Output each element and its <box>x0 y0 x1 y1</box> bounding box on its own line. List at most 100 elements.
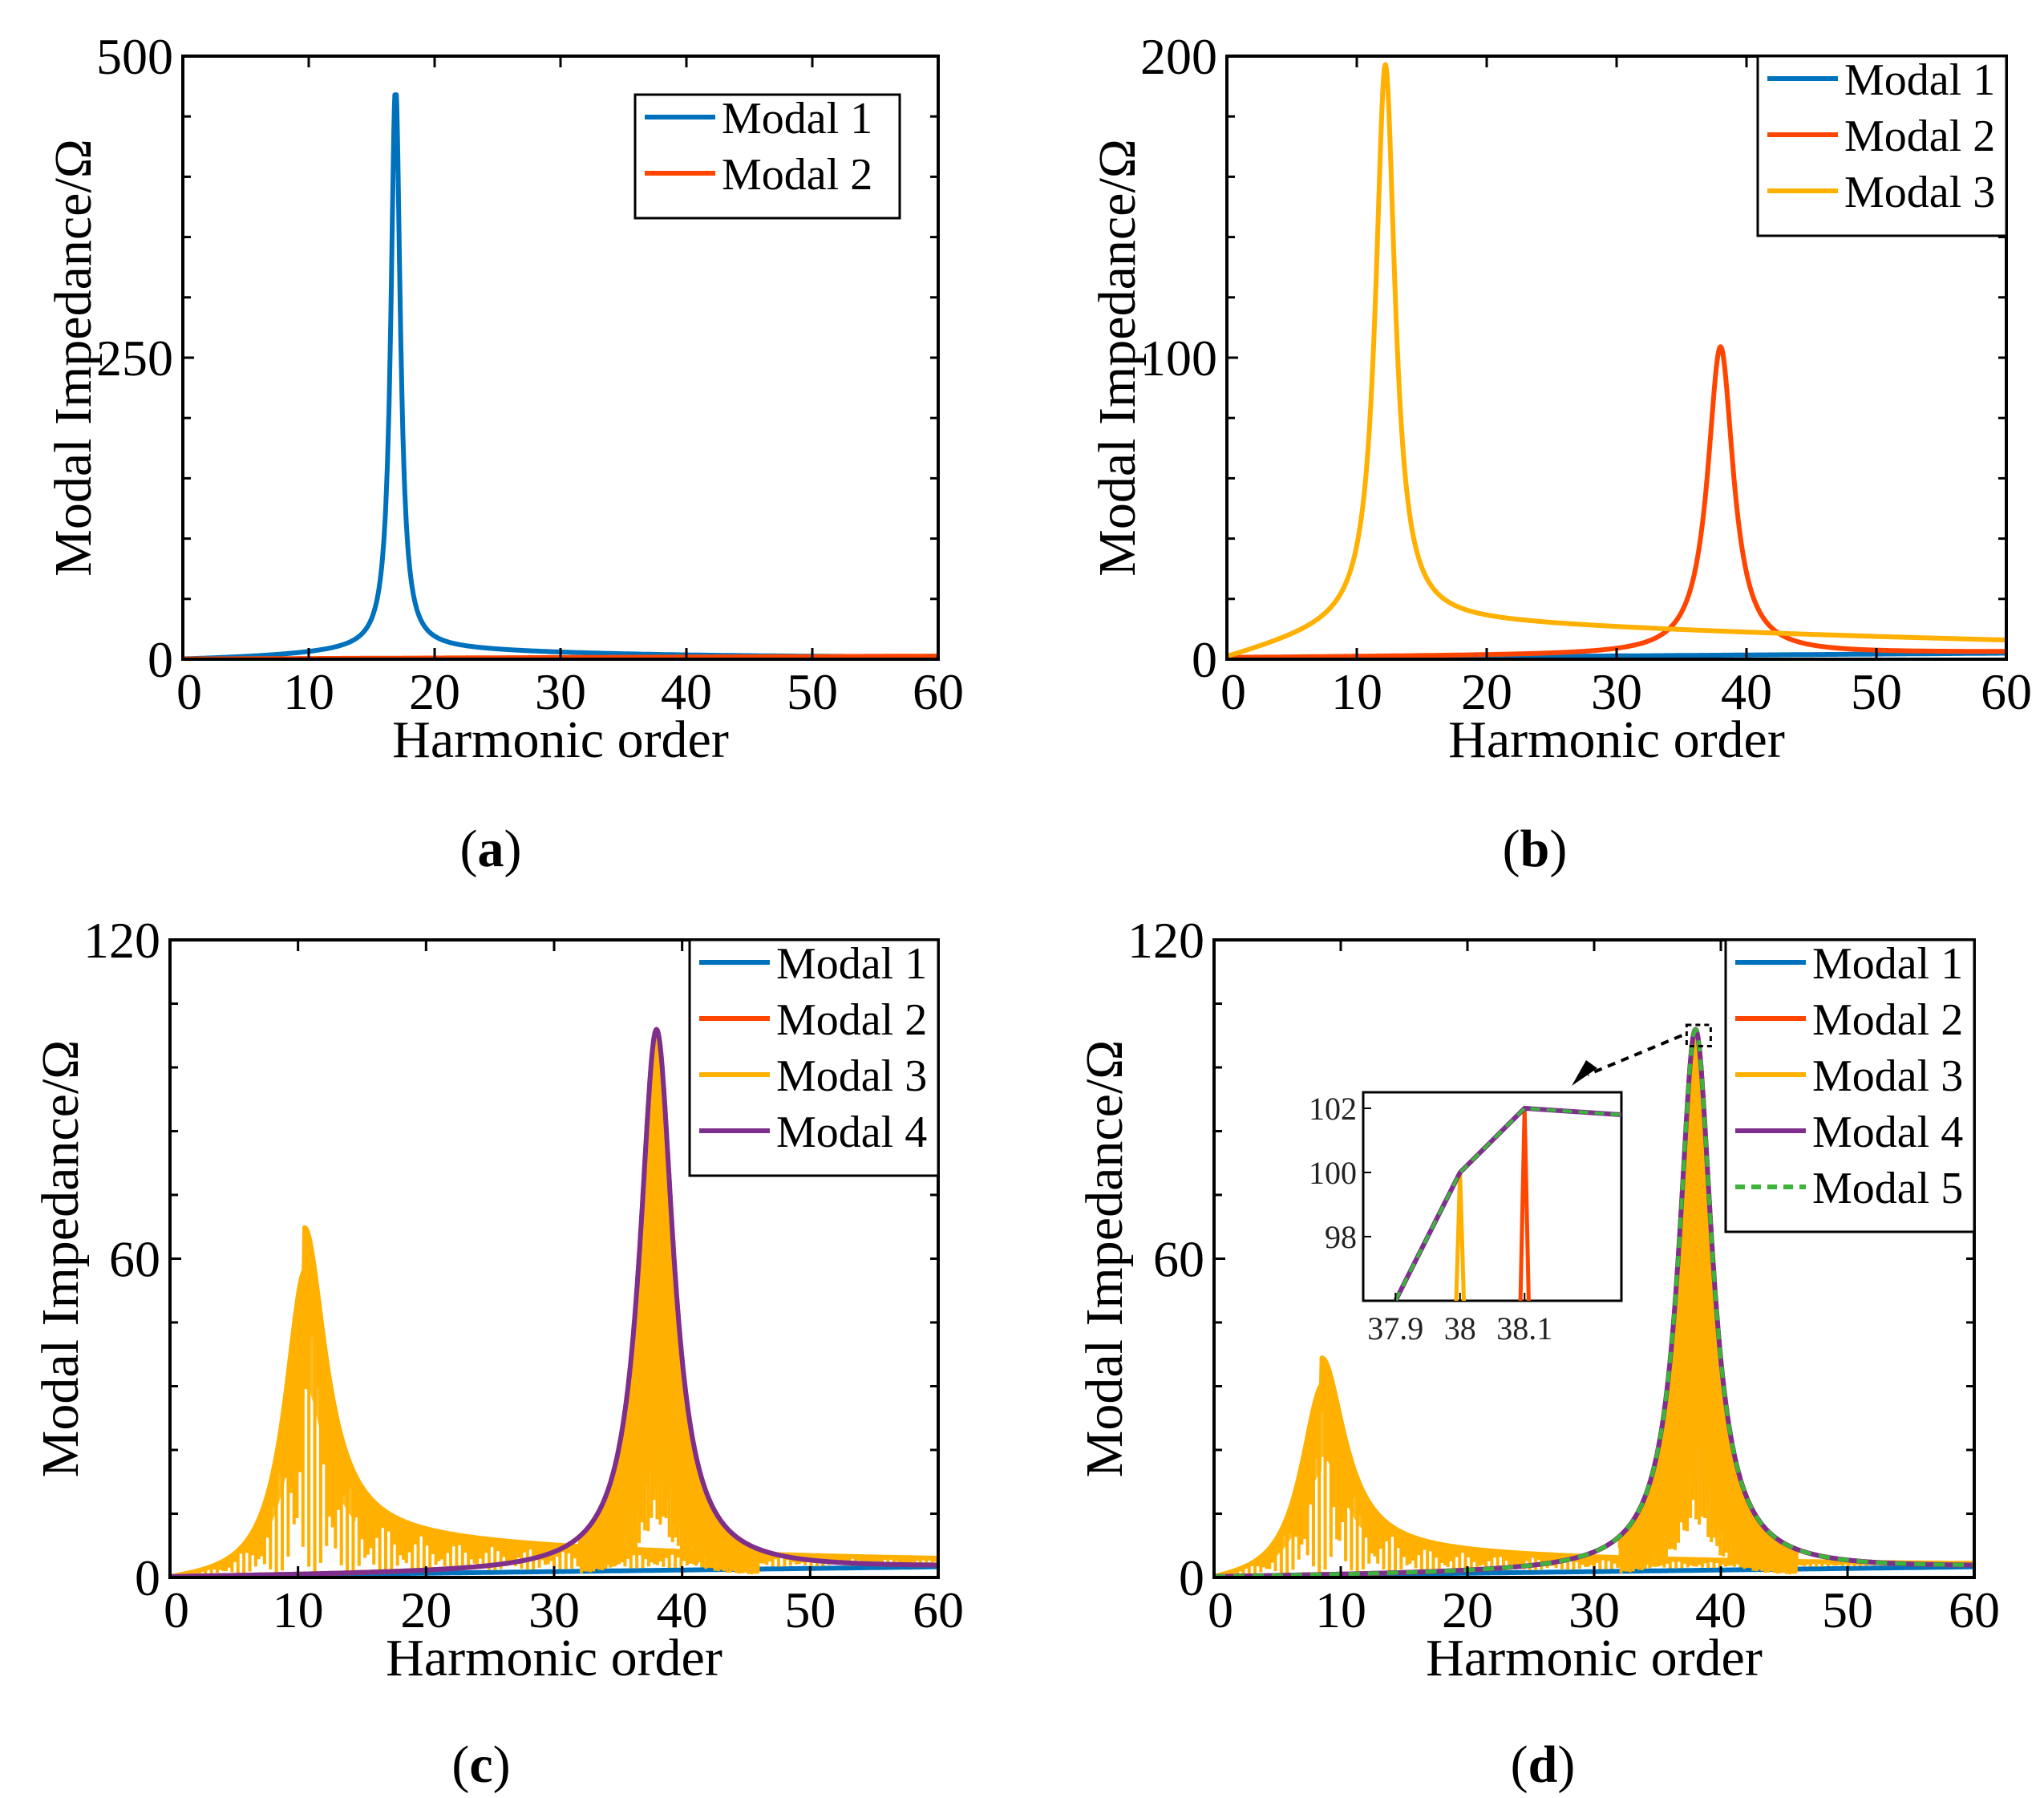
zoom-box <box>1685 1023 1712 1047</box>
paren: ( <box>1503 820 1520 878</box>
y-axis-title: Modal Impedance/Ω <box>1088 139 1147 577</box>
x-tick-label: 40 <box>661 663 712 720</box>
legend-box <box>1724 938 1976 1233</box>
legend-label-modal-4: Modal 4 <box>776 1108 927 1157</box>
x-tick-label: 0 <box>176 663 202 720</box>
x-tick-label: 60 <box>913 663 964 720</box>
y-axis-title: Modal Impedance/Ω <box>31 1040 90 1478</box>
legend-label-modal-3: Modal 3 <box>1812 1051 1963 1101</box>
x-tick-label: 30 <box>528 1581 580 1638</box>
y-axis-title: Modal Impedance/Ω <box>1075 1040 1134 1478</box>
inset-plot <box>1393 1105 1621 1301</box>
zoom-arrow-head <box>1572 1060 1597 1086</box>
legend: Modal 1 Modal 2 Modal 3 <box>1756 55 2008 237</box>
legend-label-modal-3: Modal 3 <box>1844 168 1995 217</box>
x-tick-label: 30 <box>1568 1581 1620 1638</box>
x-tick-label: 50 <box>1851 663 1902 720</box>
legend: Modal 1 Modal 2 Modal 3 Modal 4 Modal 5 <box>1724 938 1976 1233</box>
series-modal-3-line <box>170 1225 938 1577</box>
x-tick-label: 10 <box>1331 663 1382 720</box>
panel-letter: c <box>469 1735 492 1794</box>
oscillation-fill <box>1271 1358 1373 1561</box>
legend: Modal 1 Modal 2 Modal 3 Modal 4 <box>688 938 940 1177</box>
panel-label: (c) <box>451 1735 510 1794</box>
legend-label-modal-2: Modal 2 <box>722 150 872 200</box>
legend-label-modal-2: Modal 2 <box>1844 111 1995 161</box>
x-tick-label: 30 <box>535 663 586 720</box>
legend-box <box>688 938 940 1177</box>
inset-y-tick-label: 102 <box>1309 1091 1357 1127</box>
series-modal-3-line <box>1227 62 2006 659</box>
oscillation-fill <box>253 1227 356 1553</box>
x-tick-label: 20 <box>409 663 460 720</box>
paren: ) <box>493 1735 511 1794</box>
legend: Modal 1 Modal 2 <box>633 93 901 220</box>
x-tick-label: 30 <box>1591 663 1642 720</box>
inset-y-tick-label: 98 <box>1325 1219 1357 1255</box>
panel-letter: a <box>478 820 504 878</box>
zoom-arrow-line <box>1587 1034 1683 1076</box>
x-tick-label: 0 <box>1208 1581 1233 1638</box>
legend-label-modal-3: Modal 3 <box>776 1051 927 1101</box>
y-tick-label: 60 <box>1153 1231 1204 1288</box>
legend-label-modal-2: Modal 2 <box>776 995 927 1045</box>
y-tick-label: 120 <box>1127 912 1204 969</box>
y-tick-label: 120 <box>83 912 160 969</box>
x-axis-title: Harmonic order <box>1426 1629 1763 1687</box>
y-tick-label: 0 <box>1192 631 1217 688</box>
inset-envelope-modal-5 <box>1394 1106 1621 1301</box>
legend-label-modal-1: Modal 1 <box>722 94 872 144</box>
panel-c: 0 10 20 30 40 50 60 0 60 120 Harmonic order Modal I… <box>31 912 964 1794</box>
x-tick-label: 20 <box>400 1581 451 1638</box>
series-modal-3-oscillation <box>170 1038 938 1577</box>
y-tick-label: 250 <box>96 330 173 387</box>
x-tick-label: 60 <box>1981 663 2032 720</box>
x-tick-label: 10 <box>1315 1581 1366 1638</box>
x-tick-label: 0 <box>164 1581 189 1638</box>
panel-a: 0 10 20 30 40 50 60 0 250 500 Harmonic order Modal … <box>44 28 964 878</box>
inset-x-tick-label: 38 <box>1444 1310 1476 1346</box>
x-tick-label: 50 <box>787 663 838 720</box>
x-axis-title: Harmonic order <box>1448 711 1785 769</box>
x-tick-label: 10 <box>283 663 334 720</box>
legend-label-modal-1: Modal 1 <box>1844 55 1995 105</box>
paren: ( <box>451 1735 469 1794</box>
paren: ) <box>1557 1735 1575 1794</box>
panel-label: (d) <box>1511 1735 1576 1794</box>
paren: ) <box>504 820 522 878</box>
panel-label: (b) <box>1503 820 1568 878</box>
x-tick-label: 20 <box>1461 663 1512 720</box>
inset: 37.9 38 38.1 98 100 102 <box>1309 1091 1623 1346</box>
legend-box <box>1756 55 2008 237</box>
inset-x-tick-label: 37.9 <box>1367 1310 1423 1346</box>
x-tick-label: 40 <box>1695 1581 1747 1638</box>
legend-label-modal-2: Modal 2 <box>1812 995 1963 1045</box>
inset-frame <box>1362 1091 1623 1302</box>
x-tick-label: 60 <box>913 1581 964 1638</box>
legend-label-modal-1: Modal 1 <box>776 939 927 989</box>
x-axis-title: Harmonic order <box>386 1629 722 1687</box>
paren: ) <box>1549 820 1567 878</box>
y-tick-label: 200 <box>1140 28 1217 85</box>
panel-letter: b <box>1520 820 1550 878</box>
x-tick-label: 10 <box>273 1581 324 1638</box>
series-modal-3-oscillation <box>1214 1038 1974 1577</box>
x-tick-label: 60 <box>1949 1581 2000 1638</box>
inset-y-tick-label: 100 <box>1309 1155 1357 1191</box>
y-tick-label: 100 <box>1140 330 1217 387</box>
y-tick-label: 0 <box>1179 1549 1204 1606</box>
y-axis-title: Modal Impedance/Ω <box>44 139 103 577</box>
panel-b: 0 10 20 30 40 50 60 0 100 200 Harmonic order Modal … <box>1088 28 2032 878</box>
y-tick-label: 0 <box>135 1549 160 1606</box>
paren: ( <box>460 820 478 878</box>
x-tick-label: 50 <box>784 1581 836 1638</box>
legend-label-modal-5: Modal 5 <box>1812 1164 1963 1213</box>
series-modal-2-line <box>1227 344 2006 659</box>
panel-letter: d <box>1528 1735 1558 1794</box>
panel-label: (a) <box>460 820 522 878</box>
x-axis-title: Harmonic order <box>392 711 729 769</box>
x-tick-label: 40 <box>1721 663 1772 720</box>
legend-label-modal-1: Modal 1 <box>1812 939 1963 989</box>
inset-x-tick-label: 38.1 <box>1496 1310 1552 1346</box>
